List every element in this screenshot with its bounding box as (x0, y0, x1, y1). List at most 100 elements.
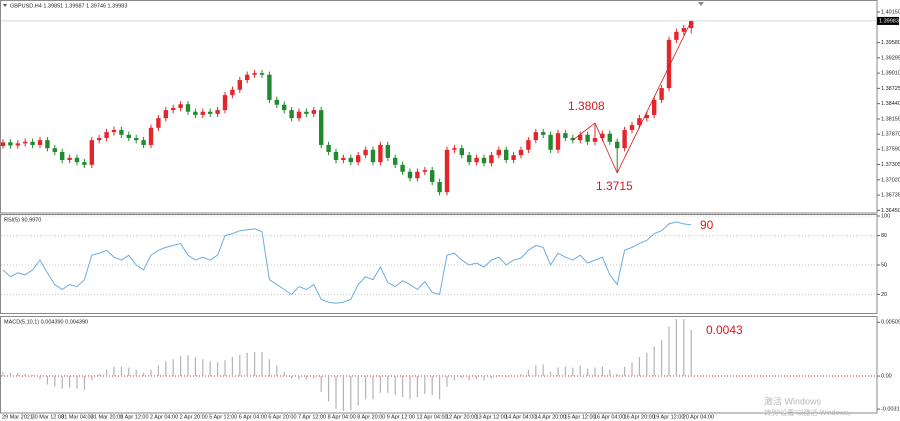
candle-body (185, 104, 191, 112)
x-tick-label: 12 Apr 20:00 (446, 414, 477, 420)
macd-bar (564, 366, 566, 377)
macd-bar (572, 367, 574, 377)
macd-bar (690, 329, 692, 377)
candle-body (644, 114, 649, 119)
macd-bar (2, 371, 4, 377)
macd-bar (350, 376, 352, 410)
macd-bar (194, 357, 196, 377)
x-tick-label: 5 Apr 12:00 (209, 414, 237, 420)
x-tick-label: 16 Apr 04:00 (594, 414, 625, 420)
candle-body (23, 141, 28, 144)
y-tick-label: -0.003127 (881, 407, 900, 413)
x-tick-label: 20 Apr 04:00 (683, 414, 714, 420)
candle-body (666, 39, 672, 89)
candle-body (592, 137, 598, 142)
annotation: 90 (700, 218, 714, 232)
macd-bar (624, 366, 626, 377)
x-tick-label: 15 Apr 12:00 (564, 414, 595, 420)
candle-body (178, 104, 183, 108)
y-tick-label: 20 (881, 292, 887, 298)
macd-bar (402, 376, 404, 398)
candle-body (511, 155, 516, 160)
macd-bar (150, 369, 152, 377)
price-box (877, 16, 899, 25)
candle-body (259, 73, 265, 75)
x-tick-label: 7 Apr 12:00 (298, 414, 326, 420)
macd-bar (120, 366, 122, 377)
macd-bar (661, 340, 663, 377)
shift-marker (698, 2, 704, 6)
x-tick-label: 14 Apr 04:00 (505, 414, 536, 420)
candle-body (681, 28, 686, 32)
macd-bar (298, 376, 300, 380)
macd-bar (106, 369, 108, 377)
candle-body (585, 134, 590, 142)
candle-body (148, 127, 154, 145)
x-tick-label: 19 Apr 12:00 (653, 414, 684, 420)
candle-body (504, 149, 509, 160)
x-tick-label: 1 Apr 12:00 (120, 414, 148, 420)
macd-bar (320, 376, 322, 392)
candle-body (600, 133, 605, 138)
macd-bar (83, 376, 85, 390)
candle-body (541, 132, 546, 135)
candle-body (622, 129, 627, 149)
macd-bar (468, 376, 470, 381)
candle-body (563, 133, 568, 138)
macd-bar (69, 376, 71, 388)
candle-body (689, 21, 694, 29)
macd-bar (616, 373, 618, 377)
candle-body (111, 129, 117, 133)
macd-bar (535, 365, 537, 377)
macd-bar (187, 354, 189, 377)
candle-body (652, 99, 657, 115)
macd-bar (653, 346, 655, 377)
macd-bar (490, 376, 492, 379)
macd-bar (342, 376, 344, 411)
candle-body (474, 157, 479, 163)
macd-bar (357, 376, 359, 406)
x-tick-label: 2 Apr 20:00 (180, 414, 208, 420)
candle-body (200, 111, 205, 115)
x-tick-label: 2 Apr 04:00 (150, 414, 178, 420)
macd-bar (328, 376, 330, 402)
macd-bar (239, 354, 241, 377)
candle-body (555, 133, 561, 150)
macd-bar (520, 373, 522, 377)
macd-bar (313, 376, 315, 379)
candle-body (378, 144, 383, 163)
y-tick-label: 1.37020 (881, 177, 900, 183)
candle-body (348, 157, 353, 163)
candle-body (481, 157, 487, 164)
macd-bar (9, 372, 11, 377)
candle-body (245, 74, 250, 81)
macd-bar (631, 362, 633, 377)
macd-bar (365, 376, 367, 400)
x-tick-label: 12 Apr 04:00 (416, 414, 447, 420)
macd-bar (416, 376, 418, 398)
candle-body (8, 142, 13, 146)
candle-body (459, 148, 464, 156)
macd-bar (557, 367, 559, 377)
macd-bar (461, 376, 463, 379)
macd-bar (209, 361, 211, 377)
macd-bar (135, 369, 137, 377)
macd-bar (54, 376, 56, 387)
candle-body (289, 110, 294, 119)
macd-bar (113, 366, 115, 377)
candle-body (74, 157, 80, 163)
y-tick-label: 1.37590 (881, 147, 900, 153)
y-tick-label: 1.38440 (881, 101, 900, 107)
macd-bar (498, 375, 500, 377)
x-tick-label: 9 Apr 12:00 (387, 414, 415, 420)
trend-line (572, 20, 692, 174)
macd-bar (283, 371, 285, 377)
rsi-title: RSI(5) 90.9970 (4, 217, 41, 223)
macd-bar (446, 376, 448, 387)
candle-body (578, 134, 583, 141)
candle-body (230, 89, 235, 96)
macd-bar (128, 367, 130, 377)
macd-bar (157, 365, 159, 377)
candle-body (674, 31, 679, 40)
